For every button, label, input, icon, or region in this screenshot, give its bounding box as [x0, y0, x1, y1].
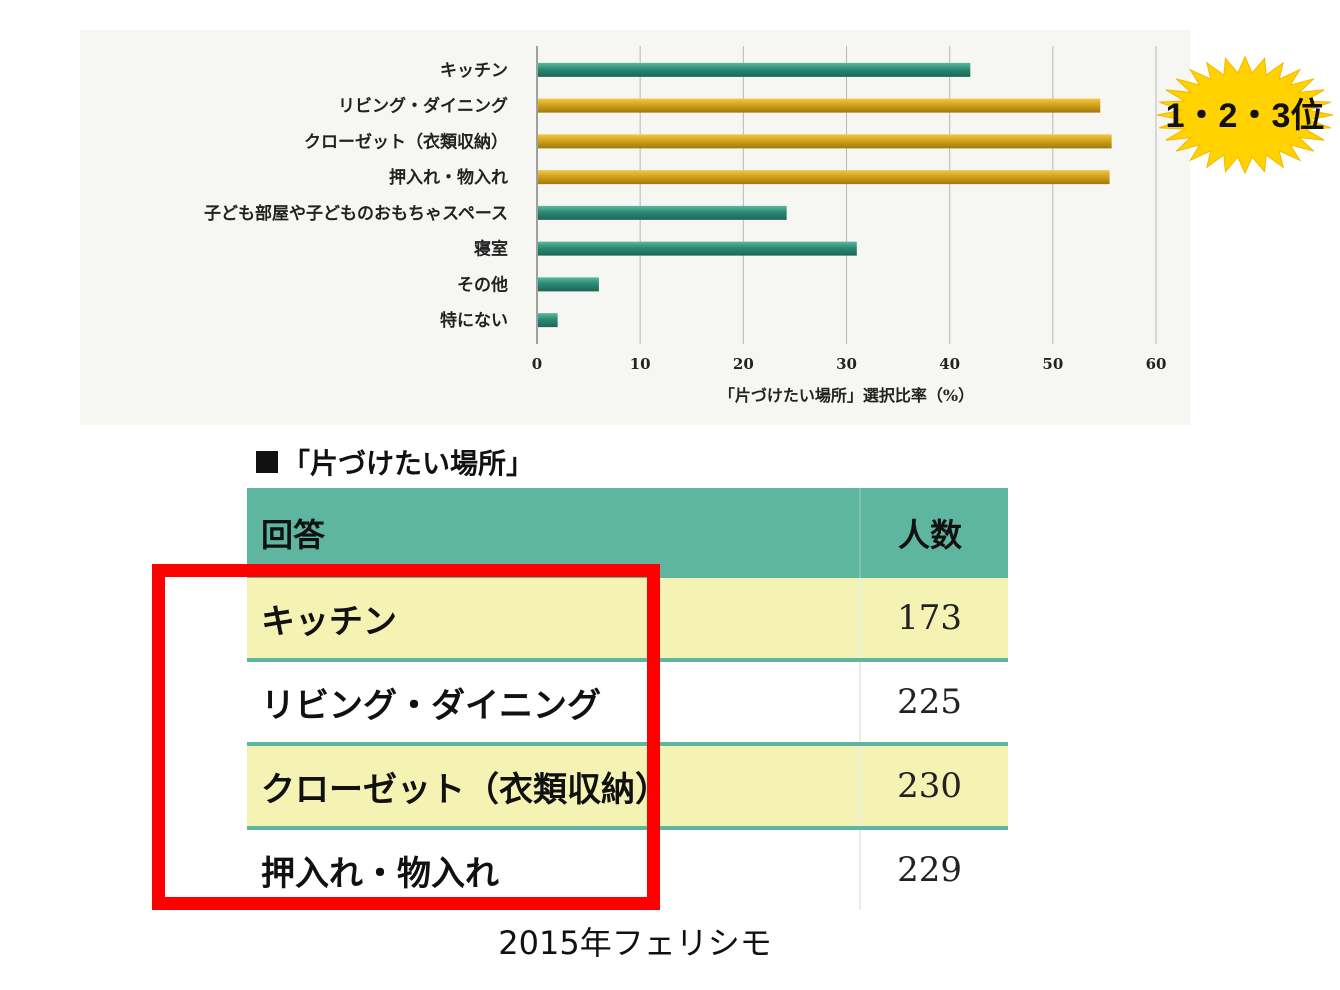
square-bullet-icon [256, 451, 278, 473]
row-count: 173 [859, 578, 1008, 662]
x-tick-label: 20 [733, 355, 754, 373]
table-row: 押入れ・物入れ 229 [247, 828, 1008, 910]
bar [538, 98, 1101, 113]
bar [538, 170, 1110, 185]
bar [538, 313, 558, 328]
row-answer: 押入れ・物入れ [261, 853, 499, 894]
source-caption: 2015年フェリシモ [498, 924, 772, 962]
category-label: キッチン [440, 61, 508, 81]
x-axis-title: 「片づけたい場所」選択比率（%） [719, 386, 974, 405]
category-label: その他 [457, 274, 508, 295]
bar [538, 241, 857, 256]
bar [538, 205, 787, 220]
answer-table: 回答 人数 キッチン 173 リビング・ダイニング 225 クローゼット（衣類収… [247, 488, 1008, 910]
category-label: 寝室 [474, 239, 508, 260]
x-tick-label: 50 [1042, 355, 1063, 373]
category-label: 特にない [440, 310, 508, 331]
row-count: 230 [859, 744, 1008, 830]
row-answer: リビング・ダイニング [247, 660, 860, 746]
x-tick-label: 40 [939, 355, 960, 373]
category-label: クローゼット（衣類収納） [304, 131, 508, 152]
category-label: 子ども部屋や子どものおもちゃスペース [204, 203, 508, 224]
bar [538, 134, 1112, 149]
table-header-row: 回答 人数 [247, 488, 1008, 578]
bar [538, 62, 971, 77]
row-answer: クローゼット（衣類収納） [247, 744, 860, 830]
rank-badge: 1・2・3位 [1156, 55, 1334, 175]
category-label: リビング・ダイニング [338, 96, 508, 117]
row-count: 229 [859, 828, 1008, 910]
row-count: 225 [859, 660, 1008, 746]
badge-label: 1・2・3位 [1166, 97, 1325, 135]
chart-panel [80, 30, 1190, 425]
x-tick-label: 30 [836, 355, 857, 373]
category-label: 押入れ・物入れ [389, 167, 508, 188]
x-tick-label: 10 [630, 355, 651, 373]
row-answer: キッチン [247, 578, 860, 662]
table-title-text: 「片づけたい場所」 [282, 447, 535, 480]
header-count: 人数 [859, 488, 1008, 578]
x-tick-label: 60 [1146, 355, 1167, 373]
table-title: 「片づけたい場所」 [256, 440, 534, 484]
table-row: キッチン 173 [247, 578, 1008, 662]
table-row: リビング・ダイニング 225 [247, 660, 1008, 746]
highlight-frame [152, 564, 660, 910]
header-answer: 回答 [247, 488, 860, 578]
starburst-icon [1156, 55, 1334, 175]
table-row: クローゼット（衣類収納） 230 [247, 744, 1008, 830]
x-tick-label: 0 [532, 355, 542, 373]
bar [538, 277, 599, 292]
